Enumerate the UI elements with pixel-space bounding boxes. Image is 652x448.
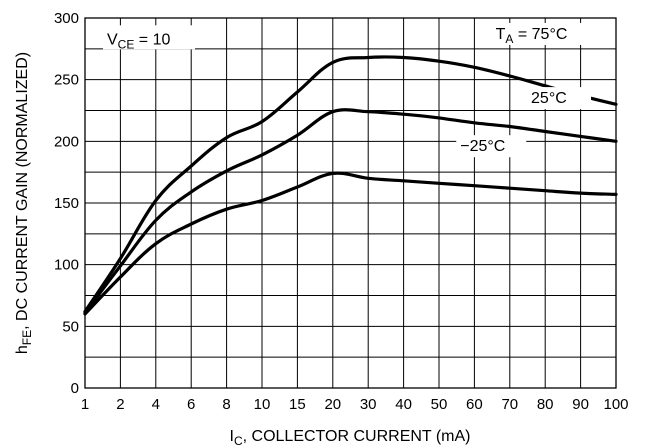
- y-tick-label: 250: [54, 72, 79, 89]
- x-tick-label: 10: [254, 396, 271, 413]
- x-tick-label: 100: [603, 396, 628, 413]
- x-tick-label: 1: [81, 396, 89, 413]
- x-tick-label: 8: [222, 396, 230, 413]
- series-label-0: TA = 75°C: [496, 26, 568, 46]
- series-line-1: [83, 108, 618, 315]
- series-line-0: [83, 55, 618, 314]
- condition-label-bg: [103, 25, 195, 50]
- series-label-bg: [491, 22, 596, 45]
- y-tick-label: 200: [54, 133, 79, 150]
- annotations: VCE = 10 TA = 75°C 25°C −25°C: [103, 22, 596, 158]
- y-tick-label: 50: [62, 318, 79, 335]
- y-tick-label: 150: [54, 195, 79, 212]
- x-tick-label: 20: [324, 396, 341, 413]
- series-label-2: −25°C: [460, 138, 505, 155]
- condition-label: VCE = 10: [107, 31, 170, 51]
- x-axis-label: IC, COLLECTOR CURRENT (mA): [230, 428, 471, 448]
- y-tick-label: 0: [71, 380, 79, 397]
- y-tick-label: 300: [54, 10, 79, 27]
- x-tick-label: 6: [187, 396, 195, 413]
- x-tick-label: 80: [537, 396, 554, 413]
- x-tick-label: 2: [116, 396, 124, 413]
- series-label-bg: [456, 135, 527, 158]
- y-axis-label: hFE, DC CURRENT GAIN (NORMALIZED): [14, 52, 34, 354]
- x-tick-label: 60: [466, 396, 483, 413]
- x-tick-label: 70: [501, 396, 518, 413]
- x-tick-label: 50: [431, 396, 448, 413]
- plot-frame: [84, 17, 617, 389]
- series-line-2: [83, 171, 618, 316]
- x-tick-label: 90: [572, 396, 589, 413]
- x-tick-label: 40: [395, 396, 412, 413]
- series-lines: [83, 55, 618, 316]
- y-tick-label: 100: [54, 257, 79, 274]
- x-tick-label: 30: [360, 396, 377, 413]
- grid: [85, 18, 616, 388]
- x-tick-label: 4: [152, 396, 160, 413]
- series-label-bg: [527, 87, 592, 110]
- tick-labels: 1 2 4 6 8 10 15 20 30 40 50 60 70 80 90 100 0 50 100 150 200…: [54, 10, 629, 413]
- series-label-1: 25°C: [531, 90, 567, 107]
- x-tick-label: 15: [289, 396, 306, 413]
